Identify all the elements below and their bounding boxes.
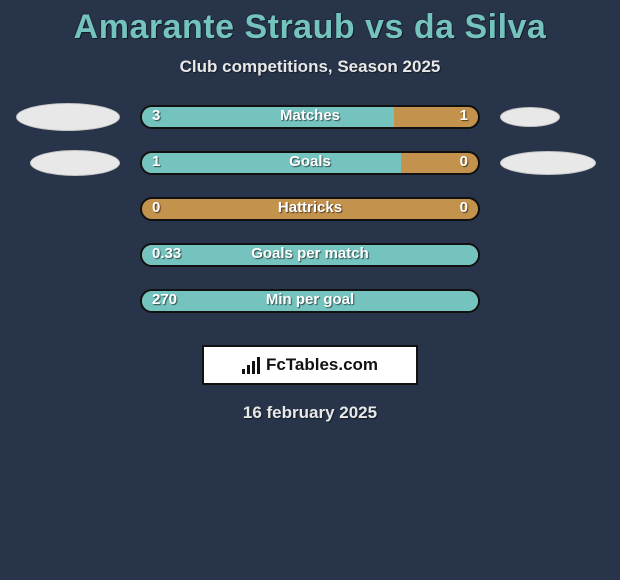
- player-ball-icon: [500, 151, 596, 175]
- bar-label-center: Hattricks: [140, 199, 480, 216]
- player-ball-icon: [30, 150, 120, 176]
- player-ball-icon: [500, 107, 560, 127]
- compare-row: 0Hattricks0: [0, 197, 620, 243]
- compare-row: 270Min per goal: [0, 289, 620, 335]
- bar-value-right: 0: [460, 153, 468, 170]
- compare-chart: 3Matches11Goals00Hattricks00.33Goals per…: [0, 105, 620, 335]
- compare-row: 0.33Goals per match: [0, 243, 620, 289]
- page-subtitle: Club competitions, Season 2025: [0, 57, 620, 77]
- page-title: Amarante Straub vs da Silva: [0, 0, 620, 47]
- bar-label-center: Min per goal: [140, 291, 480, 308]
- brand-bars-icon: [242, 356, 260, 374]
- bar-label-center: Goals per match: [140, 245, 480, 262]
- brand-badge: FcTables.com: [202, 345, 418, 385]
- bar-label-center: Goals: [140, 153, 480, 170]
- bar-value-right: 1: [460, 107, 468, 124]
- footer-date: 16 february 2025: [0, 403, 620, 423]
- brand-text: FcTables.com: [266, 355, 378, 375]
- player-ball-icon: [16, 103, 120, 131]
- bar-value-right: 0: [460, 199, 468, 216]
- bar-label-center: Matches: [140, 107, 480, 124]
